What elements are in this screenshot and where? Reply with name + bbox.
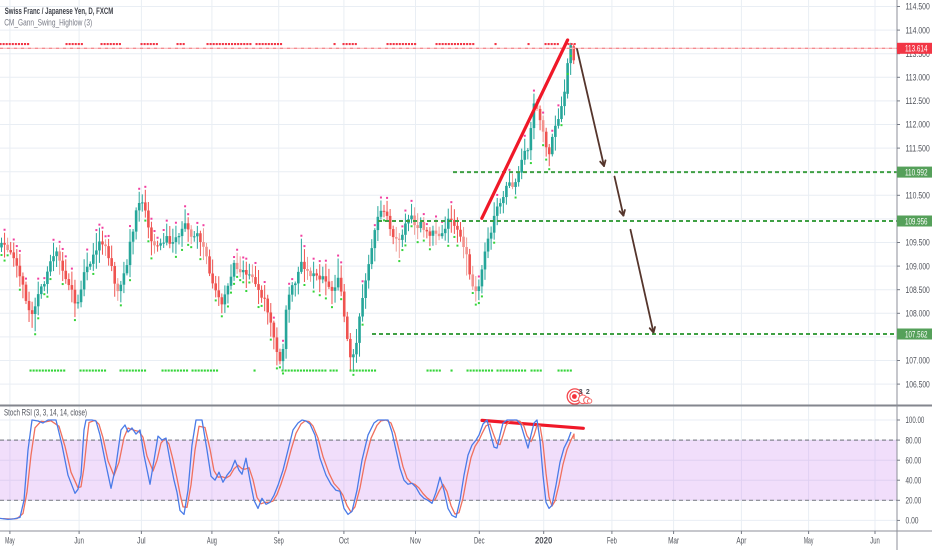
- svg-text:3: 3: [579, 389, 583, 396]
- svg-text:110.500: 110.500: [906, 191, 930, 201]
- svg-text:107.000: 107.000: [906, 356, 930, 366]
- svg-text:Oct: Oct: [339, 536, 349, 546]
- svg-text:Sep: Sep: [274, 536, 284, 546]
- svg-text:Feb: Feb: [607, 536, 617, 546]
- svg-text:Stoch RSI (3, 3, 14, 14, close: Stoch RSI (3, 3, 14, 14, close): [4, 408, 87, 418]
- svg-text:Jun: Jun: [870, 536, 880, 546]
- svg-text:0.00: 0.00: [906, 516, 919, 526]
- svg-text:112.000: 112.000: [906, 120, 930, 130]
- svg-text:May: May: [804, 536, 814, 546]
- svg-text:60.00: 60.00: [906, 455, 922, 465]
- svg-text:114.500: 114.500: [906, 2, 930, 12]
- svg-text:Swiss Franc / Japanese Yen, D,: Swiss Franc / Japanese Yen, D, FXCM: [5, 6, 114, 17]
- svg-text:2020: 2020: [535, 536, 553, 546]
- svg-text:100.00: 100.00: [906, 415, 925, 425]
- svg-text:113.000: 113.000: [906, 73, 930, 83]
- svg-text:108.500: 108.500: [906, 285, 930, 295]
- svg-text:2: 2: [586, 389, 590, 396]
- svg-text:109.500: 109.500: [906, 238, 930, 248]
- svg-text:Jul: Jul: [137, 536, 146, 546]
- svg-text:Mar: Mar: [668, 536, 679, 546]
- svg-text:40.00: 40.00: [906, 475, 922, 485]
- svg-text:113.500: 113.500: [906, 49, 930, 59]
- svg-text:109.000: 109.000: [906, 261, 930, 271]
- svg-text:114.000: 114.000: [906, 25, 930, 35]
- svg-text:May: May: [5, 536, 15, 546]
- svg-text:110.992: 110.992: [905, 167, 928, 177]
- svg-text:111.500: 111.500: [906, 143, 930, 153]
- svg-text:Dec: Dec: [474, 536, 485, 546]
- svg-text:112.500: 112.500: [906, 96, 930, 106]
- svg-text:Apr: Apr: [736, 536, 746, 546]
- svg-text:106.500: 106.500: [906, 379, 930, 389]
- svg-text:108.000: 108.000: [906, 309, 930, 319]
- svg-text:CM_Gann_Swing_Highlow (3): CM_Gann_Swing_Highlow (3): [4, 18, 92, 29]
- svg-text:Jun: Jun: [74, 536, 84, 546]
- svg-text:109.956: 109.956: [905, 216, 928, 226]
- svg-text:107.562: 107.562: [905, 329, 928, 339]
- svg-text:80.00: 80.00: [906, 435, 922, 445]
- svg-text:20.00: 20.00: [906, 496, 922, 506]
- svg-text:Nov: Nov: [410, 536, 421, 546]
- svg-text:113.614: 113.614: [905, 44, 928, 54]
- svg-text:Aug: Aug: [207, 536, 217, 546]
